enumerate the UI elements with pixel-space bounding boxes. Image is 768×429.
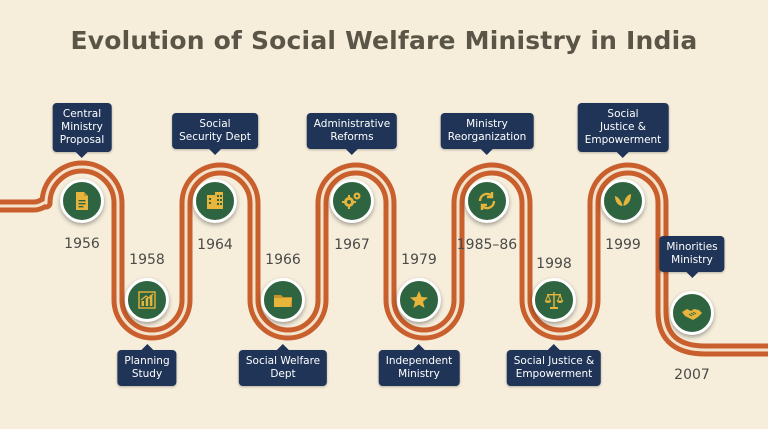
milestone-year: 1956 [64, 236, 100, 252]
handshake-icon [682, 309, 702, 320]
milestone-node-1967 [330, 179, 374, 223]
timeline-band-stripe [0, 165, 768, 352]
folder-icon [274, 295, 292, 307]
milestone-year: 1966 [265, 252, 301, 268]
milestone-label: Social Justice & Empowerment [577, 103, 669, 152]
milestone-label: Social Welfare Dept [238, 350, 328, 386]
bar-chart-icon [138, 291, 156, 309]
milestone-label: Central Ministry Proposal [52, 103, 112, 152]
star-icon [410, 291, 428, 308]
refresh-icon [478, 192, 496, 210]
milestone-node-1964 [193, 179, 237, 223]
milestone-label: Planning Study [117, 350, 177, 386]
milestone-node-1998 [532, 278, 576, 322]
milestone-label: Social Security Dept [172, 113, 258, 149]
milestone-label: Social Justice & Empowerment [506, 350, 602, 386]
leaves-icon [615, 194, 631, 210]
milestone-node-1979 [397, 278, 441, 322]
milestone-label: Administrative Reforms [306, 113, 398, 149]
page-title: Evolution of Social Welfare Ministry in … [70, 26, 698, 55]
milestone-year: 1985–86 [456, 237, 518, 253]
building-icon [207, 192, 223, 209]
milestone-year: 1999 [605, 237, 641, 253]
scales-icon [544, 292, 564, 309]
milestone-label: Ministry Reorganization [440, 113, 534, 149]
milestone-node-2007 [670, 291, 714, 335]
milestone-year: 1958 [129, 252, 165, 268]
milestone-year: 1998 [536, 256, 572, 272]
milestone-label: Minorities Ministry [659, 236, 725, 272]
milestone-label: Independent Ministry [378, 350, 460, 386]
milestone-year: 1967 [334, 237, 370, 253]
milestone-node-1956 [60, 179, 104, 223]
milestone-node-1985–86 [465, 179, 509, 223]
milestone-node-1966 [261, 278, 305, 322]
milestone-year: 1979 [401, 252, 437, 268]
timeline-band [0, 160, 768, 357]
milestone-node-1999 [601, 179, 645, 223]
milestone-node-1958 [125, 278, 169, 322]
milestone-year: 1964 [197, 237, 233, 253]
milestone-year: 2007 [674, 367, 710, 383]
document-icon [76, 192, 88, 210]
gears-icon [342, 192, 361, 209]
